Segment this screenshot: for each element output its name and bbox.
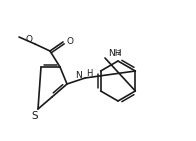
- Text: NH: NH: [108, 49, 122, 58]
- Text: S: S: [32, 111, 38, 121]
- Text: O: O: [25, 36, 32, 45]
- Text: O: O: [67, 37, 74, 46]
- Text: H: H: [86, 69, 92, 78]
- Text: N: N: [75, 70, 82, 80]
- Text: 2: 2: [116, 50, 121, 56]
